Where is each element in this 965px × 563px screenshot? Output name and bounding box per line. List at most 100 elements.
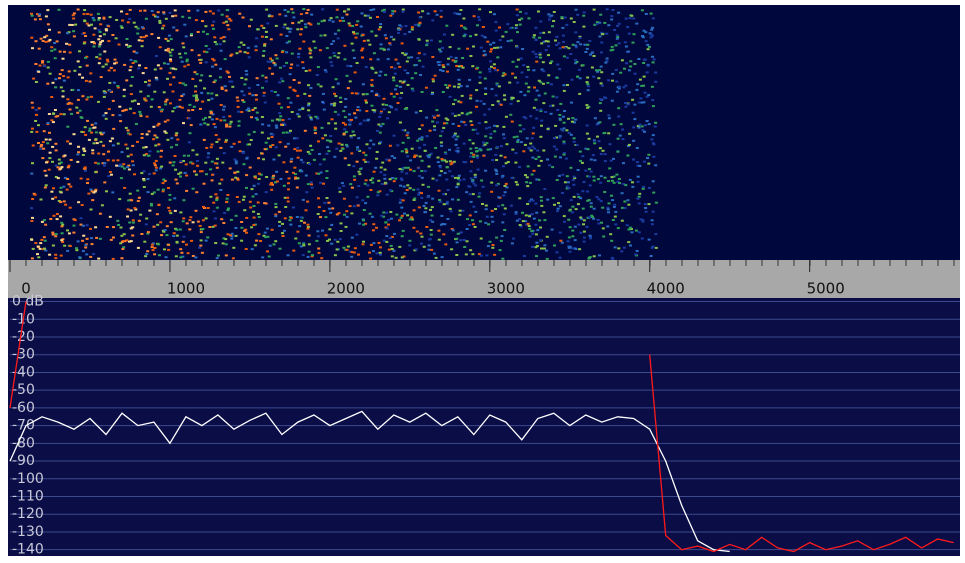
waterfall-pixel	[81, 240, 84, 242]
waterfall-pixel	[419, 233, 422, 235]
waterfall-pixel	[48, 29, 51, 31]
waterfall-pixel	[604, 97, 607, 99]
waterfall-pixel	[266, 22, 269, 24]
waterfall-pixel	[95, 56, 98, 58]
waterfall-pixel	[289, 86, 292, 88]
waterfall-pixel	[562, 35, 565, 37]
waterfall-pixel	[461, 95, 464, 97]
waterfall-pixel	[431, 19, 434, 21]
waterfall-pixel	[139, 113, 142, 115]
waterfall-pixel	[547, 74, 550, 76]
waterfall-pixel	[174, 9, 177, 11]
waterfall-pixel	[155, 167, 158, 169]
waterfall-pixel	[102, 153, 105, 155]
waterfall-pixel	[542, 102, 545, 104]
waterfall-pixel	[488, 127, 491, 129]
waterfall-pixel	[203, 87, 206, 89]
waterfall-pixel	[629, 179, 632, 181]
waterfall-pixel	[245, 174, 248, 176]
waterfall-pixel	[518, 166, 521, 168]
waterfall-pixel	[364, 202, 367, 204]
waterfall-pixel	[283, 230, 286, 232]
waterfall-pixel	[330, 61, 333, 63]
waterfall-pixel	[383, 11, 386, 13]
waterfall-pixel	[236, 97, 239, 99]
waterfall-pixel	[411, 148, 414, 150]
waterfall-pixel	[216, 167, 219, 169]
waterfall-pixel	[262, 158, 265, 160]
waterfall-pixel	[654, 233, 657, 235]
waterfall-pixel	[60, 222, 63, 224]
waterfall-pixel	[69, 109, 72, 111]
waterfall-pixel	[654, 126, 657, 128]
y-tick-label: -30	[12, 347, 35, 363]
waterfall-pixel	[212, 202, 215, 204]
waterfall-pixel	[477, 169, 480, 171]
waterfall-pixel	[82, 148, 85, 150]
waterfall-pixel	[292, 250, 295, 252]
waterfall-pixel	[303, 93, 306, 95]
waterfall-pixel	[175, 134, 178, 136]
waterfall-pixel	[188, 219, 191, 221]
waterfall-pixel	[402, 11, 405, 13]
waterfall-pixel	[375, 35, 378, 37]
waterfall-pixel	[377, 191, 380, 193]
waterfall-pixel	[260, 25, 263, 27]
waterfall-pixel	[444, 84, 447, 86]
waterfall-pixel	[143, 36, 146, 38]
waterfall-pixel	[468, 139, 471, 141]
waterfall-pixel	[47, 23, 50, 25]
waterfall-pixel	[68, 232, 71, 234]
waterfall-pixel	[617, 138, 620, 140]
waterfall-pixel	[211, 98, 214, 100]
waterfall-pixel	[216, 207, 219, 209]
waterfall-pixel	[607, 24, 610, 26]
waterfall-pixel	[532, 127, 535, 129]
waterfall-pixel	[585, 104, 588, 106]
waterfall-pixel	[489, 60, 492, 62]
waterfall-pixel	[241, 90, 244, 92]
waterfall-pixel	[451, 162, 454, 164]
waterfall-pixel	[308, 103, 311, 105]
waterfall-pixel	[132, 219, 135, 221]
waterfall-pixel	[406, 132, 409, 134]
waterfall-pixel	[390, 93, 393, 95]
waterfall-pixel	[655, 247, 658, 249]
waterfall-pixel	[648, 123, 651, 125]
waterfall-pixel	[458, 79, 461, 81]
waterfall-pixel	[574, 119, 577, 121]
waterfall-pixel	[615, 69, 618, 71]
waterfall-pixel	[593, 55, 596, 57]
waterfall-pixel	[484, 170, 487, 172]
waterfall-pixel	[230, 219, 233, 221]
waterfall-pixel	[92, 17, 95, 19]
waterfall-pixel	[299, 33, 302, 35]
waterfall-pixel	[484, 121, 487, 123]
waterfall-pixel	[257, 213, 260, 215]
waterfall-pixel	[326, 47, 329, 49]
waterfall-pixel	[491, 159, 494, 161]
waterfall-pixel	[520, 18, 523, 20]
waterfall-pixel	[365, 110, 368, 112]
waterfall-pixel	[463, 143, 466, 145]
waterfall-pixel	[389, 145, 392, 147]
waterfall-pixel	[647, 154, 650, 156]
waterfall-pixel	[357, 149, 360, 151]
waterfall-pixel	[125, 44, 128, 46]
waterfall-pixel	[256, 119, 259, 121]
waterfall-pixel	[563, 154, 566, 156]
waterfall-pixel	[579, 160, 582, 162]
waterfall-pixel	[586, 125, 589, 127]
waterfall-pixel	[112, 160, 115, 162]
waterfall-pixel	[420, 170, 423, 172]
waterfall-pixel	[646, 120, 649, 122]
waterfall-pixel	[66, 250, 69, 252]
waterfall-pixel	[610, 19, 613, 21]
waterfall-pixel	[362, 83, 365, 85]
waterfall-pixel	[640, 218, 643, 220]
waterfall-pixel	[63, 113, 66, 115]
waterfall-pixel	[94, 127, 97, 129]
waterfall-pixel	[258, 173, 261, 175]
waterfall-pixel	[143, 10, 146, 12]
waterfall-pixel	[421, 177, 424, 179]
